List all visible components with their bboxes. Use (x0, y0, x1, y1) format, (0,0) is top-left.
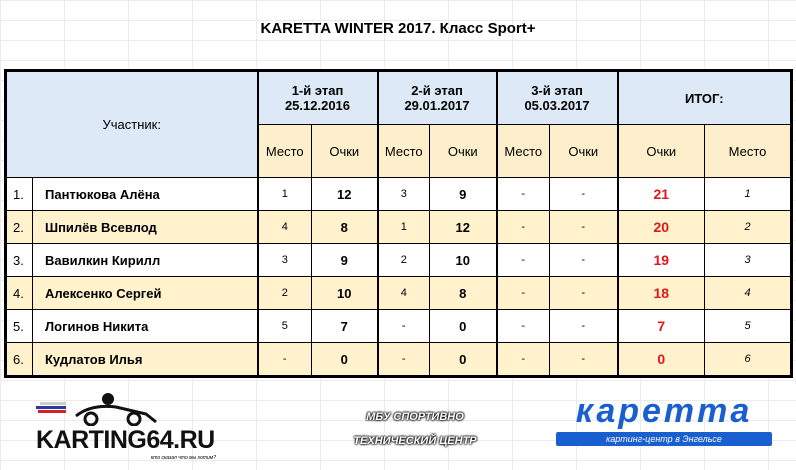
mbu-line-1: МБУ СПОРТИВНО (366, 411, 464, 423)
cell-total: 19 (616, 243, 705, 277)
participant-header: Участник: (5, 70, 258, 178)
cell-total: 21 (616, 177, 705, 211)
cell-place: 6 (704, 342, 792, 377)
cell-n: 1. (5, 177, 33, 211)
stage-1-name: 1-й этап (291, 83, 344, 98)
col-place: Место (495, 124, 550, 178)
cell-s3o: - (549, 177, 618, 211)
cell-s3p: - (495, 177, 550, 211)
stage-2-date: 29.01.2017 (404, 98, 470, 113)
cell-s1o: 8 (311, 210, 378, 244)
cell-s2o: 10 (429, 243, 497, 277)
table-row: 4. Алексенко Сергей 2 10 4 8- -18 4 (5, 276, 792, 310)
cell-s2p: 4 (376, 276, 430, 310)
col-final-place: Место (704, 124, 792, 178)
mbu-line-2: ТЕХНИЧЕСКИЙ ЦЕНТР (353, 435, 477, 447)
cell-s2o: 9 (429, 177, 497, 211)
cell-s3p: - (495, 276, 550, 310)
mbu-logo: МБУ СПОРТИВНО ТЕХНИЧЕСКИЙ ЦЕНТР (330, 405, 500, 453)
cell-place: 1 (704, 177, 792, 211)
cell-s2p: 1 (376, 210, 430, 244)
cell-name: Кудлатов Илья (32, 342, 258, 377)
stage-1-header: 1-й этап 25.12.2016 (256, 70, 378, 125)
cell-n: 6. (5, 342, 33, 377)
cell-s1p: 5 (256, 309, 312, 343)
karting64-wordmark: KARTING64.RU (36, 426, 215, 454)
cell-place: 4 (704, 276, 792, 310)
cell-total: 20 (616, 210, 705, 244)
cell-s3o: - (549, 342, 618, 377)
cell-s3p: - (495, 210, 550, 244)
cell-name: Шпилёв Всевлод (32, 210, 258, 244)
karetta-logo: каретта картинг-центр в Энгельсе (548, 392, 780, 446)
cell-s3p: - (495, 243, 550, 277)
cell-place: 5 (704, 309, 792, 343)
cell-s2p: 2 (376, 243, 430, 277)
cell-n: 3. (5, 243, 33, 277)
stage-2-name: 2-й этап (411, 83, 463, 98)
cell-name: Пантюкова Алёна (32, 177, 258, 211)
cell-place: 2 (704, 210, 792, 244)
table-row: 3. Вавилкин Кирилл 3 9 2 10- -19 3 (5, 243, 792, 277)
cell-s1o: 10 (311, 276, 378, 310)
cell-n: 2. (5, 210, 33, 244)
col-place: Место (376, 124, 430, 178)
kart-driver-icon (36, 393, 157, 426)
col-points: Очки (429, 124, 497, 178)
cell-s1p: - (256, 342, 312, 377)
karetta-wordmark: каретта (575, 392, 753, 430)
cell-s3o: - (549, 276, 618, 310)
page-title: KARETTA WINTER 2017. Класс Sport+ (260, 20, 536, 37)
cell-s2p: - (376, 309, 430, 343)
col-place: Место (256, 124, 312, 178)
cell-s2o: 0 (429, 342, 497, 377)
stage-1-date: 25.12.2016 (284, 98, 351, 113)
results-table: Участник: 1-й этап 25.12.2016 2-й этап 29.… (4, 69, 793, 378)
stage-2-header: 2-й этап 29.01.2017 (376, 70, 497, 125)
cell-s1o: 12 (311, 177, 378, 211)
cell-n: 4. (5, 276, 33, 310)
stage-3-header: 3-й этап 05.03.2017 (495, 70, 618, 125)
cell-total: 7 (616, 309, 705, 343)
cell-name: Логинов Никита (32, 309, 258, 343)
stage-3-name: 3-й этап (531, 83, 583, 98)
cell-total: 0 (616, 342, 705, 377)
stage-3-date: 05.03.2017 (524, 98, 590, 113)
cell-s1p: 2 (256, 276, 312, 310)
table-row: 1. Пантюкова Алёна 1 12 3 9- -21 1 (5, 177, 792, 211)
cell-s2o: 12 (429, 210, 497, 244)
cell-s2o: 8 (429, 276, 497, 310)
total-header: ИТОГ: (616, 70, 792, 125)
cell-s2p: 3 (376, 177, 430, 211)
col-points: Очки (311, 124, 378, 178)
cell-s1o: 0 (311, 342, 378, 377)
cell-s1p: 1 (256, 177, 312, 211)
cell-s3p: - (495, 309, 550, 343)
cell-s2o: 0 (429, 309, 497, 343)
cell-name: Вавилкин Кирилл (32, 243, 258, 277)
cell-s1p: 3 (256, 243, 312, 277)
table-row: 5. Логинов Никита 5 7-0- -7 5 (5, 309, 792, 343)
cell-s3o: - (549, 243, 618, 277)
cell-total: 18 (616, 276, 705, 310)
col-points: Очки (549, 124, 618, 178)
cell-name: Алексенко Сергей (32, 276, 258, 310)
cell-place: 3 (704, 243, 792, 277)
karting64-slogan: кто сказал что мы хотим? (150, 455, 216, 461)
table-row: 2. Шпилёв Всевлод 4 8 1 12- -20 2 (5, 210, 792, 244)
cell-s1o: 7 (311, 309, 378, 343)
table-row: 6. Кудлатов Илья -0-0- -0 6 (5, 342, 792, 377)
cell-s3o: - (549, 309, 618, 343)
cell-s2p: - (376, 342, 430, 377)
col-total-points: Очки (616, 124, 705, 178)
karting64-logo: KARTING64.RU кто сказал что мы хотим? (36, 392, 246, 462)
cell-s3o: - (549, 210, 618, 244)
cell-s1p: 4 (256, 210, 312, 244)
cell-s1o: 9 (311, 243, 378, 277)
cell-s3p: - (495, 342, 550, 377)
karetta-subtitle: картинг-центр в Энгельсе (556, 432, 772, 446)
cell-n: 5. (5, 309, 33, 343)
